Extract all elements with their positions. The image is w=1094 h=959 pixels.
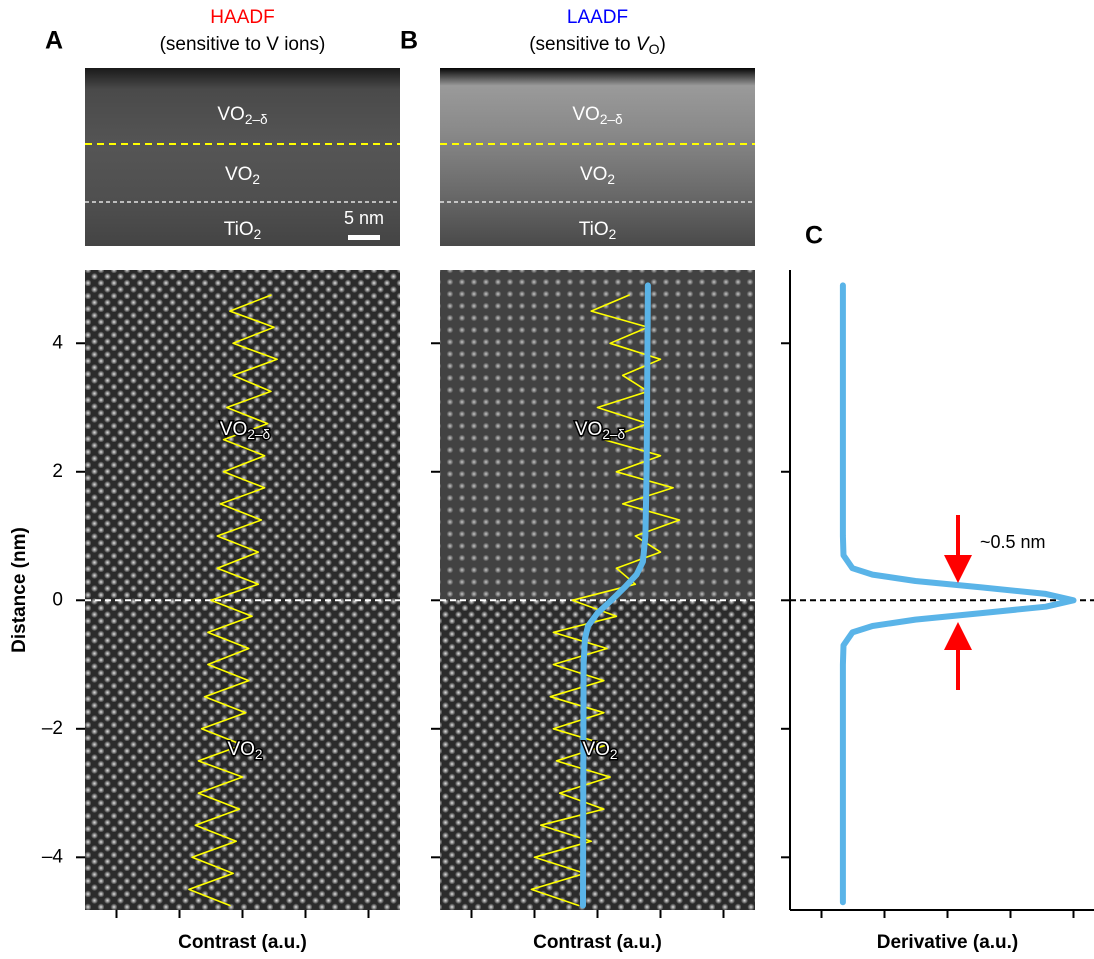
subtitle-end: )	[659, 34, 665, 55]
label-subscript: 2	[609, 227, 617, 242]
label-base: VO	[220, 419, 247, 440]
panel-subtitle: (sensitive to V ions)	[160, 34, 326, 55]
panel-label: C	[805, 222, 823, 250]
label-subscript: 2	[252, 172, 260, 187]
label-base: VO	[582, 739, 609, 760]
scale-bar	[348, 235, 380, 240]
label-base: TiO	[224, 219, 254, 240]
label-subscript: 2	[255, 747, 263, 762]
y-tick-label: 2	[52, 461, 63, 482]
label-base: VO	[575, 419, 602, 440]
label-subscript: 2	[610, 747, 618, 762]
x-axis-label: Contrast (a.u.)	[533, 932, 662, 953]
panel-label: A	[45, 27, 63, 55]
panel-label: B	[400, 27, 418, 55]
label-subscript: 2	[607, 172, 615, 187]
label-subscript: 2–δ	[602, 427, 625, 442]
panel-title: HAADF	[210, 7, 274, 28]
annotation: ~0.5 nm	[980, 532, 1046, 552]
label-subscript: 2–δ	[600, 112, 623, 127]
x-axis-label: Derivative (a.u.)	[877, 932, 1019, 953]
y-tick-label: –4	[42, 846, 64, 867]
label-base: TiO	[579, 219, 609, 240]
x-axis-label: Contrast (a.u.)	[178, 932, 307, 953]
y-tick-label: –2	[42, 718, 63, 739]
y-tick-label: 4	[52, 332, 63, 353]
label-subscript: 2–δ	[247, 427, 270, 442]
panel-subtitle: (sensitive to VO)	[529, 34, 666, 57]
arrow-head	[944, 622, 972, 650]
label-base: VO	[572, 104, 599, 125]
scale-bar-label: 5 nm	[344, 208, 384, 228]
panel-title: LAADF	[567, 7, 628, 28]
subtitle-subscript: O	[649, 41, 660, 57]
arrow-head	[944, 555, 972, 583]
label-base: VO	[227, 739, 254, 760]
y-axis-label: Distance (nm)	[9, 527, 30, 653]
figure: AHAADF(sensitive to V ions)VO2–δVO2TiO25…	[0, 0, 1094, 959]
subtitle-text: (sensitive to	[529, 34, 636, 55]
label-base: VO	[217, 104, 244, 125]
y-tick-label: 0	[52, 589, 63, 610]
label-base: VO	[225, 164, 252, 185]
subtitle-text: (sensitive to V ions)	[160, 34, 326, 55]
profile-curve	[843, 285, 1074, 902]
label-subscript: 2	[254, 227, 262, 242]
label-subscript: 2–δ	[245, 112, 268, 127]
label-base: VO	[580, 164, 607, 185]
